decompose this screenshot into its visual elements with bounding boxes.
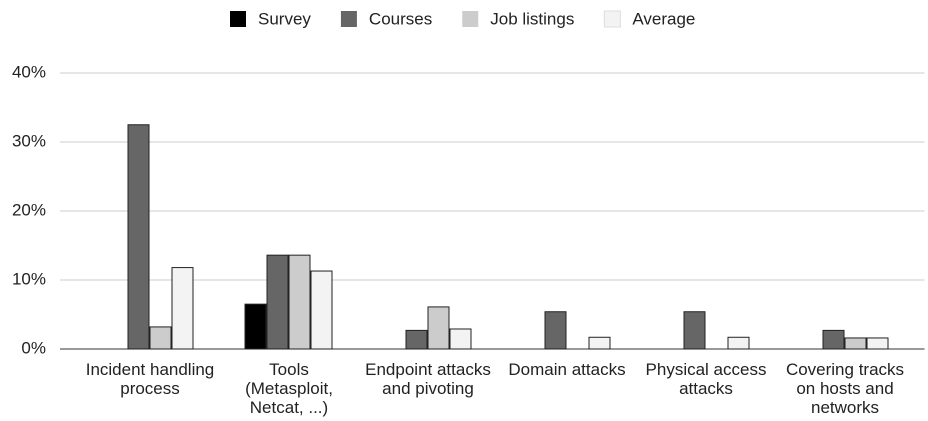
bar	[288, 254, 311, 350]
legend-swatch	[230, 11, 246, 27]
bar	[405, 329, 428, 350]
bar	[127, 124, 150, 350]
bar	[149, 326, 172, 350]
legend-swatch	[603, 10, 621, 28]
x-tick-label: Domain attacks	[508, 360, 626, 379]
legend-swatch	[340, 11, 357, 27]
x-tick-label: Incident handling process	[85, 360, 215, 398]
bar	[822, 329, 845, 350]
bar	[244, 303, 267, 350]
legend-label: Survey	[258, 9, 311, 28]
legend-label: Average	[632, 9, 695, 28]
bar	[171, 267, 194, 350]
bar	[866, 337, 889, 350]
bar	[266, 254, 289, 350]
y-tick-label: 0%	[21, 338, 46, 357]
y-tick-label: 30%	[12, 131, 46, 150]
legend-label: Job listings	[490, 9, 574, 28]
bar	[310, 270, 333, 350]
bar	[427, 306, 450, 350]
x-tick-label: Endpoint attacks and pivoting	[365, 360, 491, 398]
bar	[844, 337, 867, 350]
y-tick-label: 40%	[12, 62, 46, 81]
bar	[588, 336, 611, 350]
legend-swatch	[462, 11, 479, 27]
bar	[727, 336, 750, 350]
y-tick-label: 20%	[12, 200, 46, 219]
bar	[544, 311, 567, 350]
x-tick-label: Covering tracks on hosts and networks	[785, 360, 905, 417]
bar	[683, 311, 706, 350]
y-tick-label: 10%	[12, 269, 46, 288]
x-tick-label: Tools (Metasploit, Netcat, ...)	[245, 360, 333, 417]
x-tick-label: Physical access attacks	[645, 360, 767, 398]
legend-label: Courses	[369, 9, 432, 28]
bar	[449, 328, 472, 350]
